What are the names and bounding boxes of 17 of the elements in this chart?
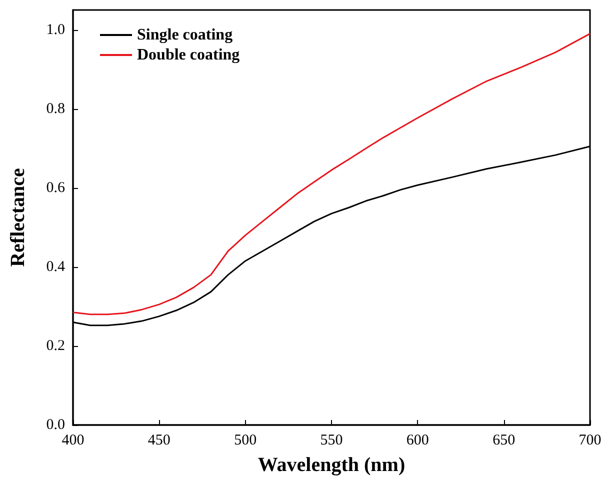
y-axis-title: Reflectance — [7, 168, 29, 267]
legend-label: Double coating — [137, 46, 240, 64]
y-tick-label: 0.4 — [46, 258, 66, 275]
x-tick-label: 600 — [406, 432, 429, 448]
x-tick-label: 450 — [148, 432, 170, 448]
y-tick-label: 0.6 — [46, 180, 66, 196]
x-tick-label: 650 — [492, 432, 516, 448]
y-tick-label: 1.0 — [46, 22, 65, 38]
x-tick-label: 500 — [234, 432, 257, 448]
y-tick-label: 0.8 — [46, 100, 65, 117]
legend-label: Single coating — [137, 26, 233, 44]
x-tick-label: 550 — [320, 432, 343, 448]
y-tick-label: 0.0 — [46, 417, 65, 433]
y-tick-label: 0.2 — [46, 338, 65, 354]
x-tick-label: 400 — [62, 432, 84, 448]
x-tick-label: 700 — [578, 432, 602, 448]
x-axis-title: Wavelength (nm) — [258, 454, 406, 476]
